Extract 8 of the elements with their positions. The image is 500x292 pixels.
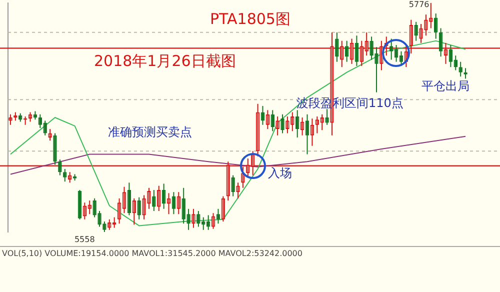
annotation: 入场 bbox=[268, 166, 292, 180]
text: 2018年1月26日截图 bbox=[94, 52, 236, 70]
text: VOL(5,10) VOLUME:19154.0000 MAVOL1:31545.2000 MAVOL2:53242.0000 bbox=[2, 249, 302, 258]
text: PTA1805图 bbox=[210, 10, 290, 28]
annotation: 平仓出局 bbox=[422, 79, 470, 93]
annotation: 5776 bbox=[408, 0, 430, 9]
annotation: 准确预测买卖点 bbox=[108, 125, 192, 139]
text: 5558 bbox=[74, 235, 95, 244]
